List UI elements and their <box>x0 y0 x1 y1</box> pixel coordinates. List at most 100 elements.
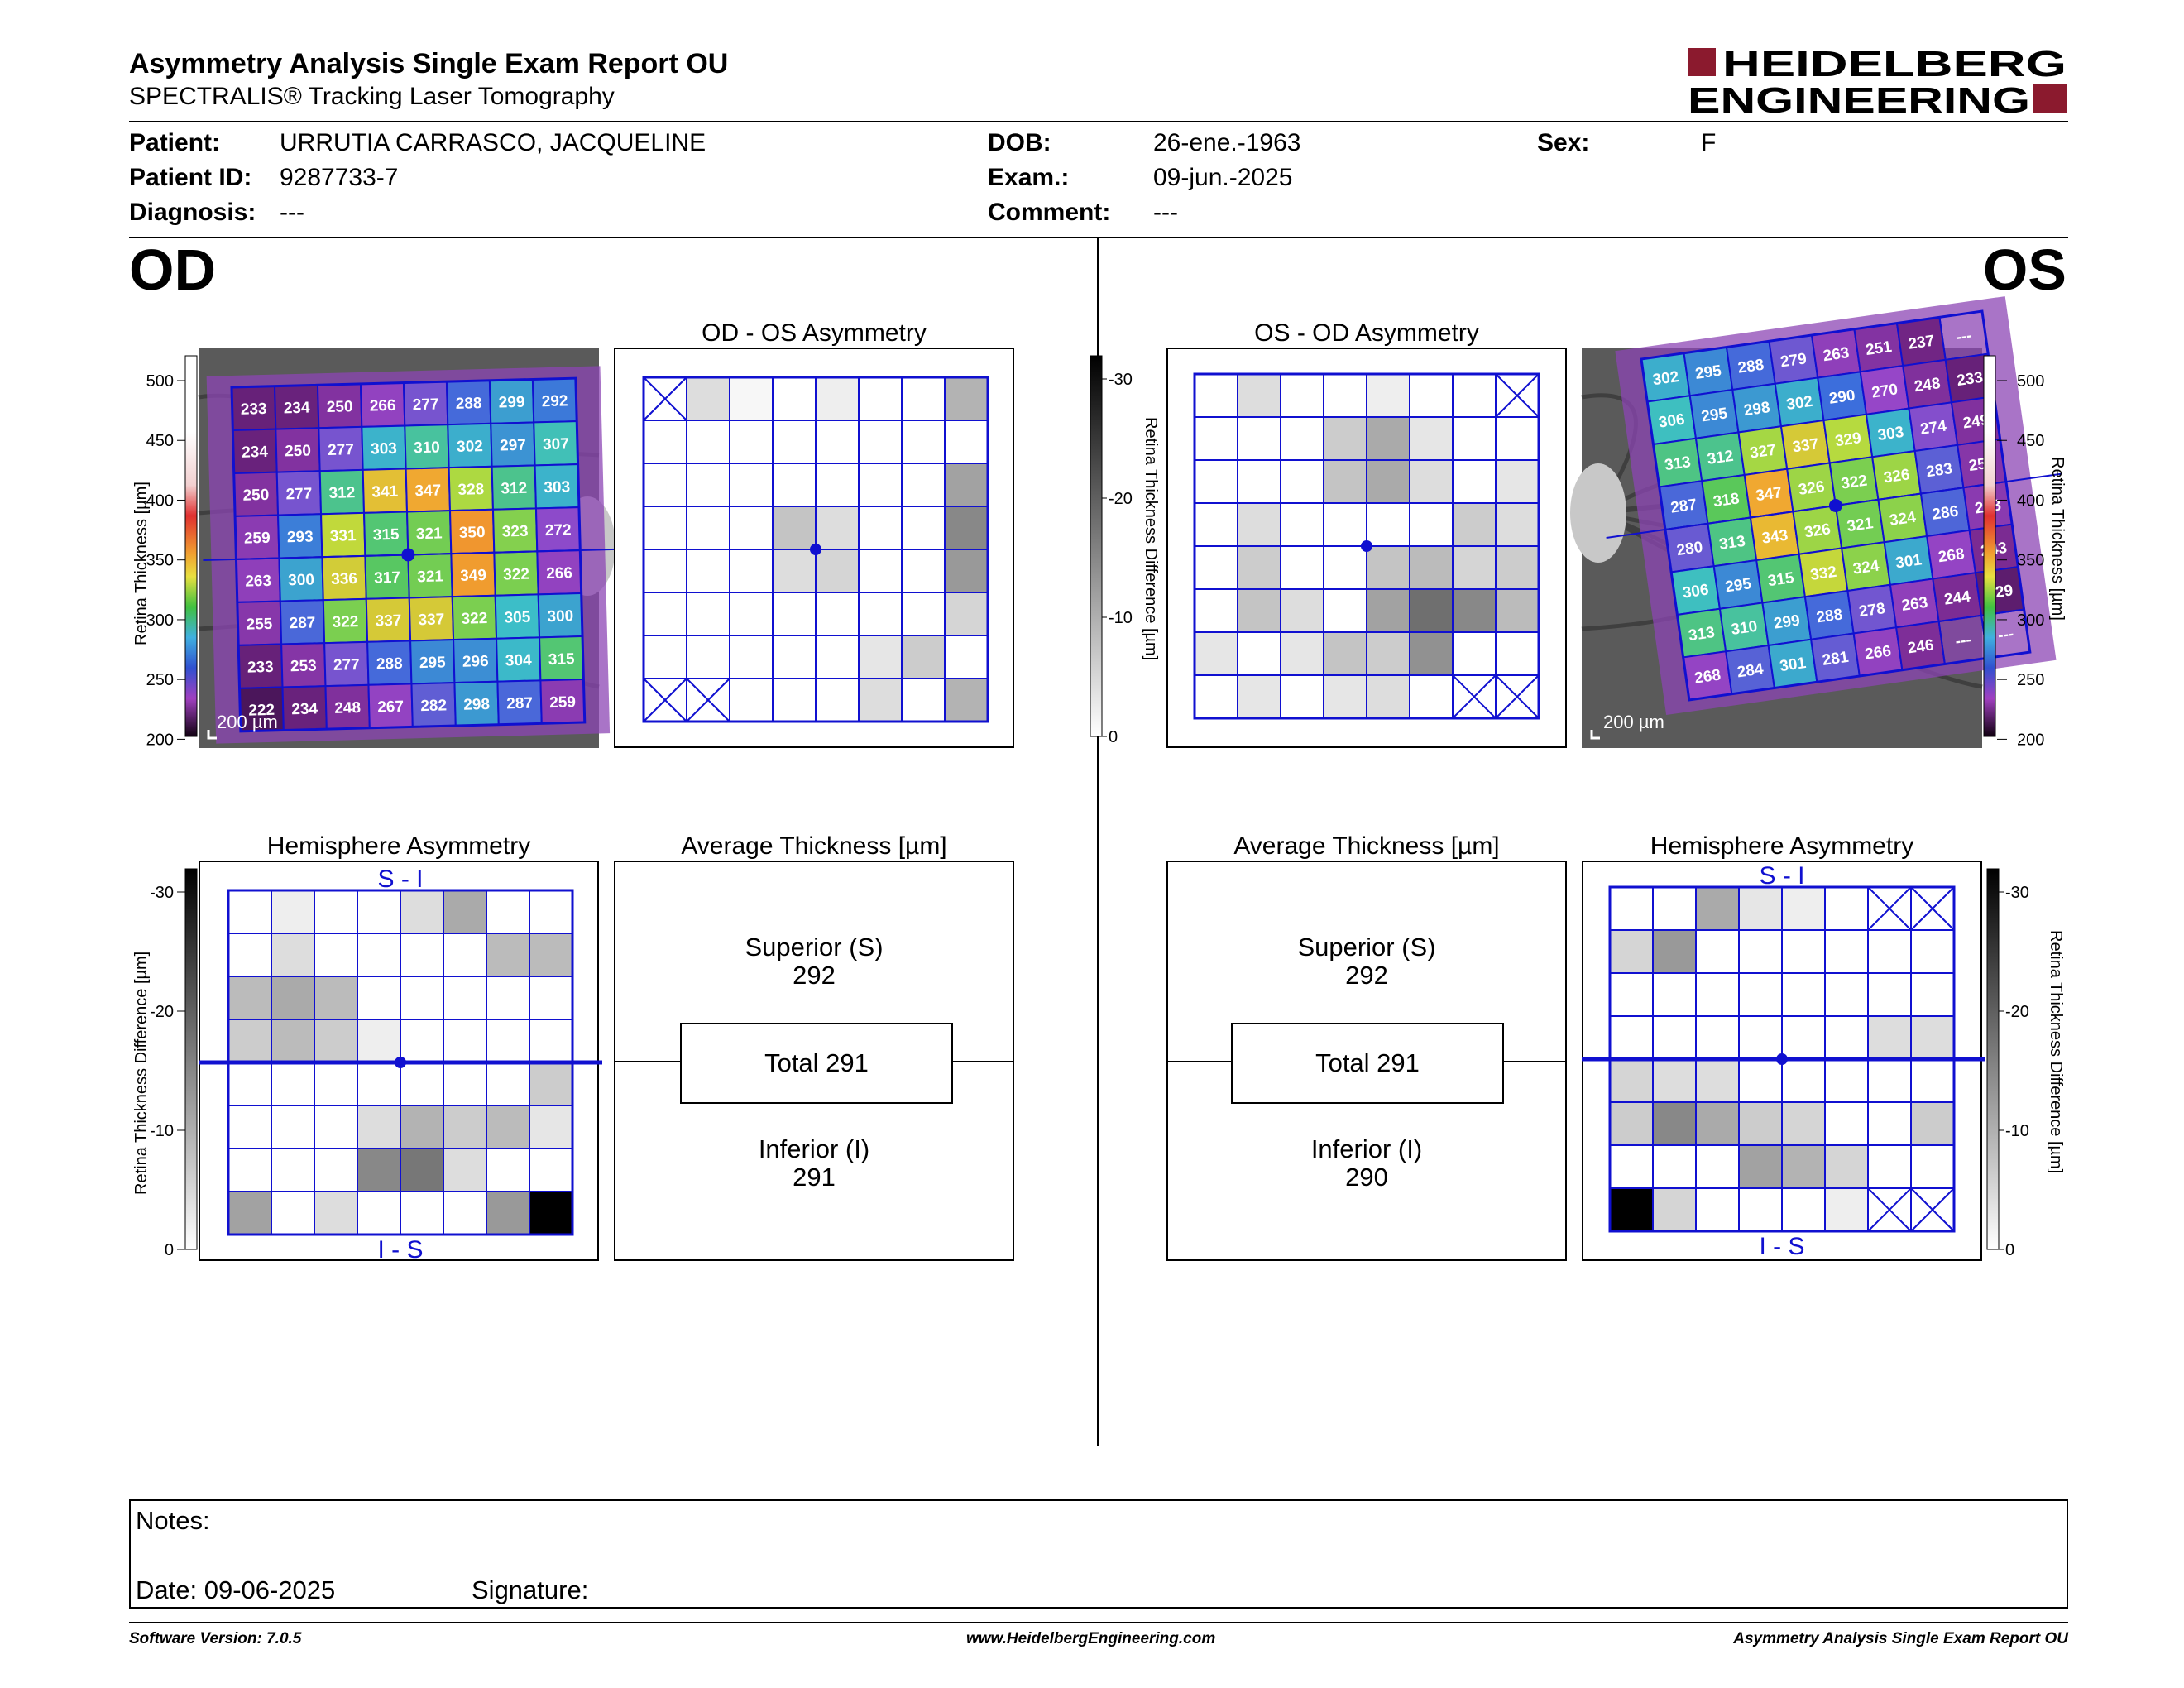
grid-cell <box>901 635 946 679</box>
difference-gray-bar <box>184 868 198 1250</box>
thickness-value: 233 <box>247 659 274 677</box>
grid-cell <box>1366 373 1410 418</box>
grid-cell <box>729 592 774 636</box>
grid-cell <box>1280 502 1324 547</box>
header-divider <box>129 121 2068 122</box>
fovea-center-dot <box>1361 540 1372 552</box>
thickness-value: 336 <box>331 570 357 588</box>
thickness-value: 234 <box>284 400 311 418</box>
grid-cell <box>228 1191 272 1235</box>
grid-cell <box>443 933 487 977</box>
grid-cell <box>772 635 817 679</box>
thickness-value: 315 <box>548 650 576 669</box>
grid-cell <box>1280 631 1324 676</box>
thickness-value: 279 <box>1779 350 1808 371</box>
grid-cell <box>228 1019 272 1063</box>
thickness-tick-label: 350 <box>2017 552 2044 570</box>
os-superior-value: 292 <box>1345 961 1388 990</box>
grid-cell <box>400 1019 444 1063</box>
hemi-bottom-label: I - S <box>1759 1233 1804 1260</box>
grid-cell <box>1781 1058 1826 1103</box>
diagnosis-label: Diagnosis: <box>129 199 256 226</box>
footer-report: Asymmetry Analysis Single Exam Report OU <box>1733 1630 2068 1647</box>
grid-cell <box>271 1148 315 1192</box>
thickness-value: 250 <box>285 443 311 461</box>
grid-cell <box>944 420 989 464</box>
comment-value: --- <box>1153 199 1178 226</box>
scale-bar-corner <box>207 730 217 740</box>
od-superior-value: 292 <box>793 961 836 990</box>
grid-cell <box>1194 459 1238 504</box>
thickness-value: 321 <box>417 568 444 586</box>
grid-cell <box>1695 1144 1740 1189</box>
thickness-value: 307 <box>543 435 569 453</box>
grid-cell <box>1609 1015 1654 1060</box>
grid-cell <box>772 678 817 722</box>
grid-cell <box>772 420 817 464</box>
grid-cell <box>1652 886 1697 931</box>
grid-cell <box>1366 588 1410 633</box>
grid-cell <box>1781 1144 1826 1189</box>
grid-cell <box>1867 972 1912 1017</box>
grid-cell <box>1695 972 1740 1017</box>
thickness-value: 234 <box>291 700 318 718</box>
grid-cell <box>1409 674 1454 719</box>
dob-label: DOB: <box>988 129 1051 156</box>
logo-square-top <box>1688 48 1716 76</box>
grid-cell <box>729 420 774 464</box>
diagnosis-value: --- <box>280 199 304 226</box>
grid-cell <box>400 1062 444 1106</box>
grid-cell <box>443 890 487 934</box>
patient-id-label: Patient ID: <box>129 164 252 191</box>
thickness-value: 274 <box>1919 418 1948 439</box>
grid-cell <box>1738 1144 1783 1189</box>
thickness-value: 277 <box>328 441 354 459</box>
os-asym-title: OS - OD Asymmetry <box>1254 319 1479 347</box>
grid-cell <box>1452 588 1497 633</box>
excluded-cell-cross <box>1867 1187 1912 1232</box>
grid-cell <box>1824 1187 1869 1232</box>
thickness-value: 300 <box>547 607 573 626</box>
od-asym-panel <box>614 348 1014 748</box>
grid-cell <box>1366 674 1410 719</box>
grid-cell <box>772 463 817 507</box>
grid-cell <box>1824 1101 1869 1146</box>
grid-cell <box>901 678 946 722</box>
od-scale-bar: 200 µm <box>217 712 278 732</box>
grid-cell <box>1409 416 1454 461</box>
grid-cell <box>1194 674 1238 719</box>
grid-cell <box>314 976 358 1020</box>
difference-tick-label: -10 <box>1109 609 1133 627</box>
grid-cell <box>729 463 774 507</box>
grid-cell <box>1781 972 1826 1017</box>
grid-cell <box>271 1105 315 1149</box>
os-hemi-scale-title: Retina Thickness Difference [µm] <box>2047 930 2065 1174</box>
grid-cell <box>729 549 774 593</box>
grid-cell <box>357 1019 401 1063</box>
grid-cell <box>486 1148 530 1192</box>
grid-cell <box>686 376 730 421</box>
thickness-value: 297 <box>500 437 526 455</box>
thickness-value: 278 <box>1858 600 1886 621</box>
fovea-center-dot <box>810 544 821 555</box>
grid-cell <box>901 420 946 464</box>
grid-cell <box>944 592 989 636</box>
grid-cell <box>643 420 687 464</box>
thickness-value: 331 <box>330 527 357 545</box>
grid-cell <box>529 890 573 934</box>
thickness-value: 250 <box>327 398 353 416</box>
grid-cell <box>1609 1101 1654 1146</box>
os-avg-title: Average Thickness [µm] <box>1233 832 1500 860</box>
grid-cell <box>1824 972 1869 1017</box>
thickness-tick-label: 450 <box>146 432 174 450</box>
grid-cell <box>486 1191 530 1235</box>
grid-cell <box>1452 545 1497 590</box>
report-subtitle: SPECTRALIS® Tracking Laser Tomography <box>129 83 615 110</box>
thickness-value: 280 <box>1675 539 1703 559</box>
grid-cell <box>486 933 530 977</box>
grid-cell <box>1452 416 1497 461</box>
grid-cell <box>1824 929 1869 974</box>
grid-cell <box>858 635 903 679</box>
od-hemi-diff-scale: -30 -20 -10 0 Retina Thickness Difference [… <box>124 868 199 1259</box>
thickness-tick-label: 350 <box>146 552 174 570</box>
